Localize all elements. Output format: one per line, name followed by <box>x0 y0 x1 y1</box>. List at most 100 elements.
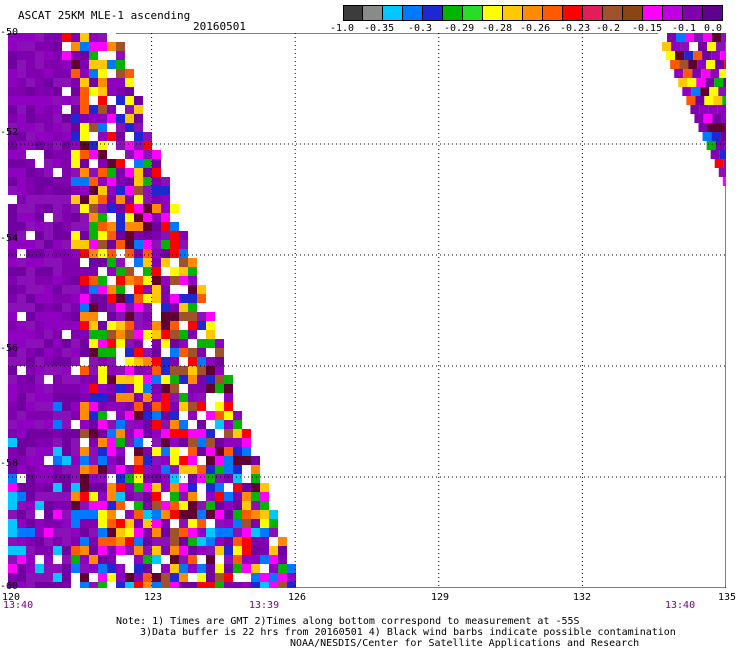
data-cell <box>161 177 170 186</box>
data-cell <box>89 402 98 411</box>
data-cell <box>161 411 170 420</box>
data-cell <box>107 294 116 303</box>
data-cell <box>53 519 62 528</box>
data-cell <box>17 411 26 420</box>
data-cell <box>161 537 170 546</box>
data-cell <box>53 78 62 87</box>
data-cell <box>107 510 116 519</box>
data-cell <box>242 429 251 438</box>
data-cell <box>35 123 44 132</box>
data-cell <box>107 177 116 186</box>
data-cell <box>8 294 17 303</box>
data-cell <box>44 357 53 366</box>
data-cell <box>53 114 62 123</box>
data-cell <box>26 573 35 582</box>
data-cell <box>53 582 62 588</box>
data-cell <box>215 348 224 357</box>
data-cell <box>197 411 206 420</box>
data-cell <box>233 420 242 429</box>
data-cell <box>125 105 134 114</box>
data-cell <box>179 258 188 267</box>
data-cell <box>62 555 71 564</box>
data-cell <box>116 105 125 114</box>
data-cell <box>53 240 62 249</box>
data-cell <box>62 105 71 114</box>
data-cell <box>179 438 188 447</box>
data-cell <box>251 564 260 573</box>
data-cell <box>98 447 107 456</box>
data-cell <box>170 312 179 321</box>
data-cell <box>116 294 125 303</box>
color-scale-swatch <box>363 5 383 21</box>
data-cell <box>197 564 206 573</box>
data-cell <box>143 393 152 402</box>
data-cell <box>143 411 152 420</box>
data-cell <box>197 348 206 357</box>
data-cell <box>260 582 269 588</box>
data-cell <box>170 240 179 249</box>
data-cell <box>688 60 698 69</box>
data-cell <box>8 465 17 474</box>
data-cell <box>170 456 179 465</box>
data-cell <box>116 141 125 150</box>
data-cell <box>206 321 215 330</box>
data-cell <box>80 123 89 132</box>
data-cell <box>215 465 224 474</box>
data-cell <box>721 33 726 42</box>
data-cell <box>44 582 53 588</box>
data-cell <box>116 474 125 483</box>
data-cell <box>44 321 53 330</box>
data-cell <box>71 438 80 447</box>
data-cell <box>17 42 26 51</box>
data-cell <box>206 564 215 573</box>
data-cell <box>44 123 53 132</box>
data-cell <box>35 294 44 303</box>
data-cell <box>179 465 188 474</box>
color-scale-swatch <box>683 5 703 21</box>
data-cell <box>179 276 188 285</box>
data-cell <box>80 267 89 276</box>
data-cell <box>170 366 179 375</box>
data-cell <box>44 303 53 312</box>
data-cell <box>98 222 107 231</box>
data-cell <box>44 96 53 105</box>
data-cell <box>125 303 134 312</box>
data-cell <box>62 141 71 150</box>
color-scale-frame <box>343 5 723 21</box>
data-cell <box>71 51 80 60</box>
data-cell <box>62 348 71 357</box>
color-scale-label: -0.2 <box>596 23 621 34</box>
data-cell <box>35 186 44 195</box>
data-cell <box>44 294 53 303</box>
data-cell <box>17 447 26 456</box>
data-cell <box>62 501 71 510</box>
data-cell <box>26 519 35 528</box>
data-cell <box>98 132 107 141</box>
data-cell <box>206 573 215 582</box>
data-cell <box>179 402 188 411</box>
data-cell <box>233 528 242 537</box>
data-cell <box>687 78 697 87</box>
data-cell <box>80 105 89 114</box>
data-cell <box>714 78 724 87</box>
data-cell <box>710 69 720 78</box>
data-cell <box>89 195 98 204</box>
data-cell <box>71 294 80 303</box>
data-cell <box>143 519 152 528</box>
data-cell <box>98 429 107 438</box>
data-cell <box>80 582 89 588</box>
data-cell <box>35 213 44 222</box>
data-cell <box>80 564 89 573</box>
data-cell <box>179 303 188 312</box>
data-cell <box>89 339 98 348</box>
data-cell <box>62 474 71 483</box>
data-cell <box>116 456 125 465</box>
data-cell <box>707 123 717 132</box>
data-cell <box>53 285 62 294</box>
data-cell <box>693 51 703 60</box>
lat-label-50: -50 <box>0 27 19 38</box>
data-cell <box>17 366 26 375</box>
data-cell <box>8 204 17 213</box>
data-cell <box>152 339 161 348</box>
data-cell <box>35 483 44 492</box>
